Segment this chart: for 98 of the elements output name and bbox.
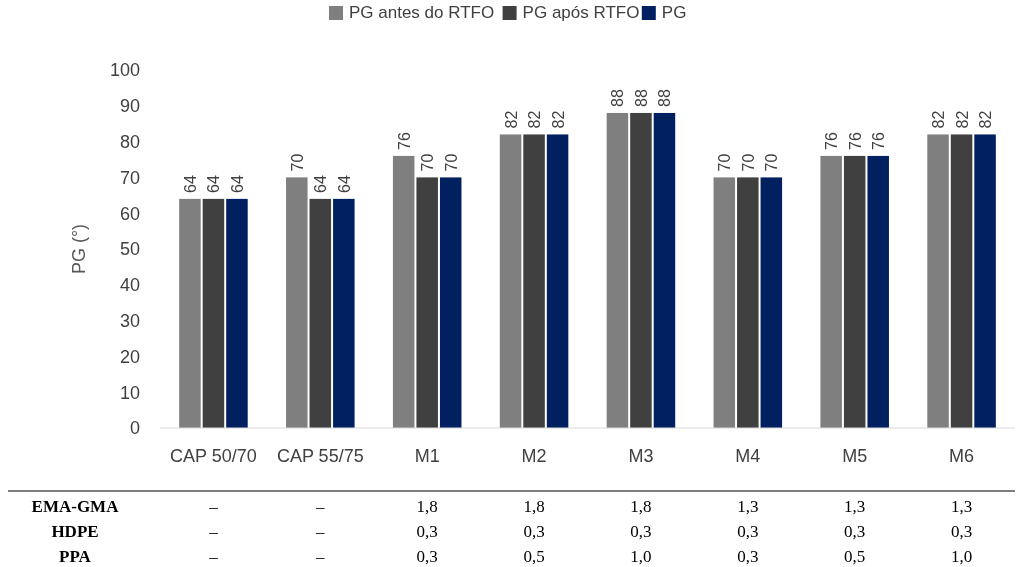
bar (843, 155, 866, 428)
data-label: 70 (763, 153, 781, 172)
bar (202, 198, 225, 428)
text: 1,3 (950, 497, 973, 516)
y-tick-label: 40 (119, 275, 140, 296)
data-label: 64 (181, 174, 199, 193)
bar (226, 198, 248, 428)
x-tick-label: M2 (521, 446, 547, 466)
x-tick-label: CAP 50/70 (170, 446, 257, 466)
text: PPA (59, 547, 92, 566)
text: – (315, 547, 326, 566)
data-label: 82 (977, 110, 995, 129)
text: 1,3 (844, 497, 866, 516)
y-tick-label: 90 (119, 96, 140, 117)
text: 0,3 (523, 522, 545, 541)
text: 0,5 (523, 547, 545, 566)
bar (606, 112, 629, 428)
text: 1,0 (630, 547, 652, 566)
data-label: 88 (656, 89, 674, 107)
data-label: 70 (419, 153, 437, 172)
text: 0,3 (416, 547, 438, 566)
text: 1,8 (523, 497, 545, 516)
data-label: 82 (526, 110, 544, 129)
bar (630, 112, 652, 428)
data-label: 64 (205, 174, 223, 193)
data-label: 76 (846, 132, 864, 150)
bar (713, 177, 736, 428)
x-tick-label: M4 (735, 446, 761, 466)
y-tick-label: 70 (119, 167, 140, 188)
data-label: 70 (442, 153, 460, 172)
legend-label: PG após RTFO (522, 3, 640, 22)
bar (950, 134, 973, 428)
data-label: 82 (549, 110, 567, 129)
bar (179, 198, 201, 428)
bar (523, 134, 545, 428)
text: 0,3 (844, 522, 866, 541)
y-tick-label: 80 (119, 131, 140, 152)
data-label: 70 (288, 153, 306, 172)
text: 1,0 (950, 547, 973, 566)
data-label: 64 (335, 174, 353, 193)
data-label: 82 (930, 110, 948, 129)
x-tick-label: CAP 55/75 (276, 446, 364, 466)
x-tick-label: M3 (628, 446, 654, 466)
text: – (315, 497, 326, 516)
y-tick-label: 100 (109, 60, 140, 81)
text: 1,8 (416, 497, 438, 516)
bar (760, 177, 783, 428)
x-tick-label: M6 (949, 446, 975, 466)
x-tick-label: M5 (842, 446, 868, 466)
text: 0,3 (416, 522, 438, 541)
text: EMA-GMA (31, 497, 120, 516)
data-label: 82 (502, 110, 520, 129)
text: 1,8 (630, 497, 652, 516)
y-tick-label: 0 (129, 418, 140, 439)
bar (820, 155, 842, 428)
text: 0,5 (844, 547, 866, 566)
text: – (208, 497, 219, 516)
bar (309, 198, 332, 428)
data-label: 76 (823, 132, 841, 150)
text: – (208, 547, 219, 566)
bar (392, 155, 415, 428)
legend-label: PG (661, 3, 687, 22)
y-axis-title: PG (°) (69, 223, 89, 275)
y-tick-label: 10 (119, 382, 140, 403)
x-tick-label: M1 (414, 446, 440, 466)
text: 0,3 (950, 522, 973, 541)
bar (737, 177, 759, 428)
data-label: 64 (312, 174, 330, 193)
bar (653, 112, 676, 428)
data-label: 88 (609, 89, 627, 107)
data-label: 70 (716, 153, 734, 172)
text: 0,3 (737, 522, 759, 541)
bar (927, 134, 949, 428)
y-tick-label: 30 (119, 310, 140, 331)
bar (416, 177, 438, 428)
text: HDPE (51, 522, 99, 541)
bar (286, 177, 308, 428)
data-label: 70 (739, 153, 757, 172)
y-tick-label: 60 (119, 203, 140, 224)
text: 0,3 (630, 522, 652, 541)
y-tick-label: 50 (119, 239, 140, 260)
bar (974, 134, 996, 428)
text: 0,3 (737, 547, 759, 566)
y-tick-label: 20 (119, 346, 140, 367)
text: – (208, 522, 219, 541)
bar (499, 134, 522, 428)
text: 1,3 (737, 497, 759, 516)
text: – (315, 522, 326, 541)
data-label: 76 (870, 132, 888, 150)
bar (439, 177, 462, 428)
bar (333, 198, 355, 428)
data-label: 76 (395, 132, 413, 150)
bar (546, 134, 569, 428)
data-label: 88 (632, 89, 650, 107)
data-label: 64 (228, 174, 246, 193)
bar (867, 155, 889, 428)
data-label: 82 (953, 110, 971, 129)
legend-label: PG antes do RTFO (349, 3, 495, 22)
